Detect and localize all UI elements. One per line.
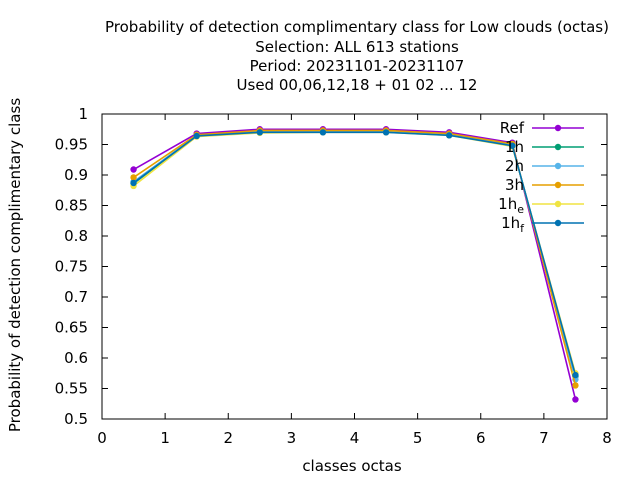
x-tick-label: 5: [413, 429, 423, 447]
data-point: [256, 129, 264, 136]
legend-label-text: Ref: [500, 119, 525, 137]
x-tick-label: 3: [287, 429, 297, 447]
legend-item: 1h: [505, 138, 584, 156]
data-point: [572, 396, 579, 403]
series-lines: [130, 126, 579, 403]
data-point: [445, 132, 453, 139]
x-tick-label: 6: [476, 429, 486, 447]
y-tick-label: 0.95: [55, 136, 88, 154]
y-tick-label: 0.8: [64, 227, 88, 245]
series-line: [133, 129, 577, 386]
legend-label-subscript: f: [520, 222, 525, 235]
legend-label: 1he: [498, 195, 524, 216]
x-tick-label: 8: [602, 429, 612, 447]
data-point: [382, 129, 390, 136]
series-line: [133, 131, 577, 376]
data-point: [193, 132, 200, 140]
data-point: [130, 166, 137, 173]
legend-label-text: 1h: [498, 195, 517, 213]
legend-item: 3h: [505, 176, 584, 194]
y-tick-label: 0.65: [55, 319, 88, 337]
y-tick-label: 0.5: [64, 410, 88, 428]
legend-swatch-point: [554, 143, 562, 151]
legend-label: 1hf: [501, 214, 525, 235]
y-tick-label: 0.9: [64, 166, 88, 184]
y-axis-label: Probability of detection complimentary c…: [6, 98, 24, 432]
legend-swatch-point: [554, 181, 562, 189]
legend-label: Ref: [500, 119, 525, 137]
legend-label: 3h: [505, 176, 524, 194]
legend-item: 2h: [505, 157, 584, 175]
x-tick-label: 1: [160, 429, 170, 447]
legend-label-text: 1h: [505, 138, 524, 156]
legend-label-text: 1h: [501, 214, 520, 232]
data-point: [130, 174, 137, 181]
x-tick-label: 2: [223, 429, 233, 447]
legend-label-subscript: e: [517, 203, 524, 216]
legend-label-text: 3h: [505, 176, 524, 194]
data-point: [572, 371, 579, 379]
legend-label: 2h: [505, 157, 524, 175]
x-axis-ticks: 0 1 2 3 4 5 6 7 8: [97, 114, 612, 447]
y-tick-label: 0.75: [55, 258, 88, 276]
plot-frame: [101, 113, 608, 420]
x-tick-label: 4: [350, 429, 360, 447]
series-5: [130, 129, 579, 379]
legend-swatch-point: [554, 162, 562, 170]
y-tick-label: 1: [78, 105, 88, 123]
legend-label-text: 2h: [505, 157, 524, 175]
series-line: [133, 128, 577, 400]
legend-item: 1he: [498, 195, 584, 216]
chart-title: Probability of detection complimentary c…: [105, 18, 609, 94]
title-line-1: Probability of detection complimentary c…: [105, 18, 609, 36]
x-tick-label: 0: [97, 429, 107, 447]
y-tick-label: 0.85: [55, 197, 88, 215]
title-line-2: Selection: ALL 613 stations: [255, 38, 459, 56]
legend-swatch-point: [554, 200, 562, 208]
y-tick-label: 0.55: [55, 380, 88, 398]
data-point: [130, 179, 137, 187]
x-axis-label: classes octas: [302, 457, 402, 475]
legend-swatch-point: [554, 124, 562, 132]
legend-swatch-point: [554, 219, 562, 227]
y-tick-label: 0.6: [64, 349, 88, 367]
y-axis-ticks: 0.5 0.55 0.6 0.65 0.7 0.75 0.8 0.85 0.9 0.95 1: [55, 105, 607, 428]
title-line-3: Period: 20231101-20231107: [250, 57, 465, 75]
data-point: [319, 129, 327, 136]
x-tick-label: 7: [539, 429, 549, 447]
legend-item: 1hf: [501, 214, 584, 235]
y-tick-label: 0.7: [64, 288, 88, 306]
data-point: [509, 142, 516, 149]
data-point: [572, 382, 579, 389]
legend-item: Ref: [500, 119, 584, 137]
legend-label: 1h: [505, 138, 524, 156]
title-line-4: Used 00,06,12,18 + 01 02 ... 12: [237, 76, 478, 94]
